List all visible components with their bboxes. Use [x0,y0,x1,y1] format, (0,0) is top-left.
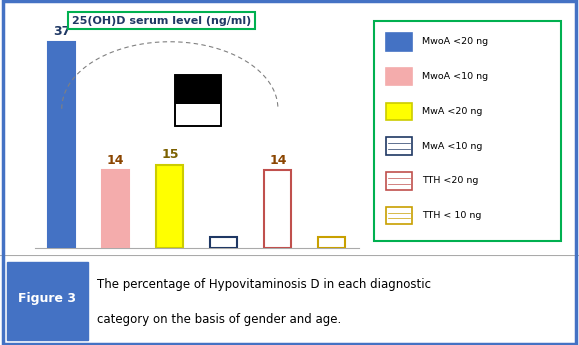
Text: 14: 14 [107,154,124,167]
Bar [175,75,221,105]
Bar [386,172,412,190]
Text: MwA <10 ng: MwA <10 ng [422,141,482,151]
Bar [265,170,291,248]
Text: TTH <20 ng: TTH <20 ng [422,176,478,185]
Bar [210,237,237,248]
Text: MwA <20 ng: MwA <20 ng [422,107,482,116]
Text: 37: 37 [53,26,71,38]
Bar [386,137,412,155]
Bar [156,165,184,248]
Text: MwoA <10 ng: MwoA <10 ng [422,72,488,81]
Bar [386,102,412,120]
Bar [102,170,129,248]
Bar [386,207,412,224]
Bar [7,263,88,339]
Bar [386,68,412,86]
Bar [175,75,221,126]
Text: 15: 15 [161,148,178,161]
Text: Figure 3: Figure 3 [19,292,76,305]
Text: TTH < 10 ng: TTH < 10 ng [422,211,481,220]
Bar [48,42,75,248]
Bar [318,237,346,248]
Bar [175,75,221,126]
Text: category on the basis of gender and age.: category on the basis of gender and age. [97,313,342,326]
FancyBboxPatch shape [373,21,562,241]
Text: The percentage of Hypovitaminosis D in each diagnostic: The percentage of Hypovitaminosis D in e… [97,277,431,290]
Text: 14: 14 [269,154,287,167]
Text: MwoA <20 ng: MwoA <20 ng [422,38,488,47]
Bar [386,33,412,51]
Text: 25(OH)D serum level (ng/ml): 25(OH)D serum level (ng/ml) [72,16,251,26]
